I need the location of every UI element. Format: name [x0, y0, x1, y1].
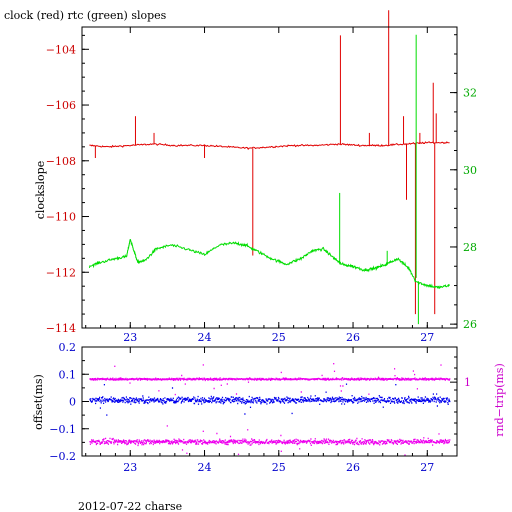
bottom-x-tick-label-4: 27 [420, 461, 434, 474]
top-x-tick-label-4: 27 [420, 331, 434, 344]
top-x-tick-label-2: 25 [272, 331, 286, 344]
bottom-y-tick-label-1: −0.1 [49, 423, 76, 436]
top-y-tick-label-1: −112 [46, 266, 76, 279]
offset-points [89, 363, 451, 456]
top-panel: 23 24 25 26 27 −114 −112 −110 −108 −106 −104 26 28 30… [34, 10, 477, 344]
top-y2-tick-label-2: 30 [463, 164, 477, 177]
bottom-axes: 23 24 25 26 27 −0.2 −0.1 0 0.1 0.2 1 [49, 341, 471, 474]
rtc-series [88, 34, 451, 325]
bottom-x-tick-label-0: 23 [123, 461, 137, 474]
chart-title: clock (red) rtc (green) slopes [4, 9, 167, 22]
bottom-y2-tick-label-0: 1 [464, 376, 471, 389]
top-y-tick-label-0: −114 [46, 322, 76, 335]
top-y-tick-label-3: −108 [46, 155, 76, 168]
rtc-line [88, 238, 451, 289]
top-y-tick-label-2: −110 [46, 211, 76, 224]
clock-line [89, 141, 450, 151]
bottom-x-tick-label-2: 25 [272, 461, 286, 474]
bottom-panel: 23 24 25 26 27 −0.2 −0.1 0 0.1 0.2 1 offset(ms) rn… [32, 341, 506, 474]
rnd-trip-points-1 [89, 363, 451, 396]
bottom-x-tick-label-3: 26 [346, 461, 360, 474]
bottom-y-axis-label: offset(ms) [32, 374, 45, 430]
top-y2-tick-label-0: 26 [463, 318, 477, 331]
top-y-axis-label: clockslope [34, 161, 47, 219]
top-plot-frame [81, 26, 458, 329]
top-axes: 23 24 25 26 27 −114 −112 −110 −108 −106 −104 26 28 30… [46, 27, 477, 344]
offset-points-0 [89, 383, 451, 416]
top-x-tick-label-0: 23 [123, 331, 137, 344]
chart-footer: 2012-07-22 charse [78, 500, 182, 512]
bottom-y-tick-label-4: 0.2 [59, 341, 77, 354]
top-y2-tick-label-1: 28 [463, 241, 477, 254]
top-y2-tick-label-3: 32 [463, 87, 477, 100]
bottom-y-tick-label-0: −0.2 [49, 450, 76, 463]
bottom-y-tick-label-3: 0.1 [59, 368, 77, 381]
top-x-tick-label-1: 24 [198, 331, 212, 344]
bottom-x-tick-label-1: 24 [198, 461, 212, 474]
top-y-tick-label-5: −104 [46, 43, 76, 56]
clock-series [89, 10, 450, 315]
top-x-tick-label-3: 26 [346, 331, 360, 344]
rnd-trip-points-2 [89, 425, 451, 456]
bottom-right-y-axis-label: rnd−trip(ms) [493, 363, 506, 437]
top-y-tick-label-4: −106 [46, 99, 76, 112]
bottom-y-tick-label-2: 0 [69, 396, 76, 409]
